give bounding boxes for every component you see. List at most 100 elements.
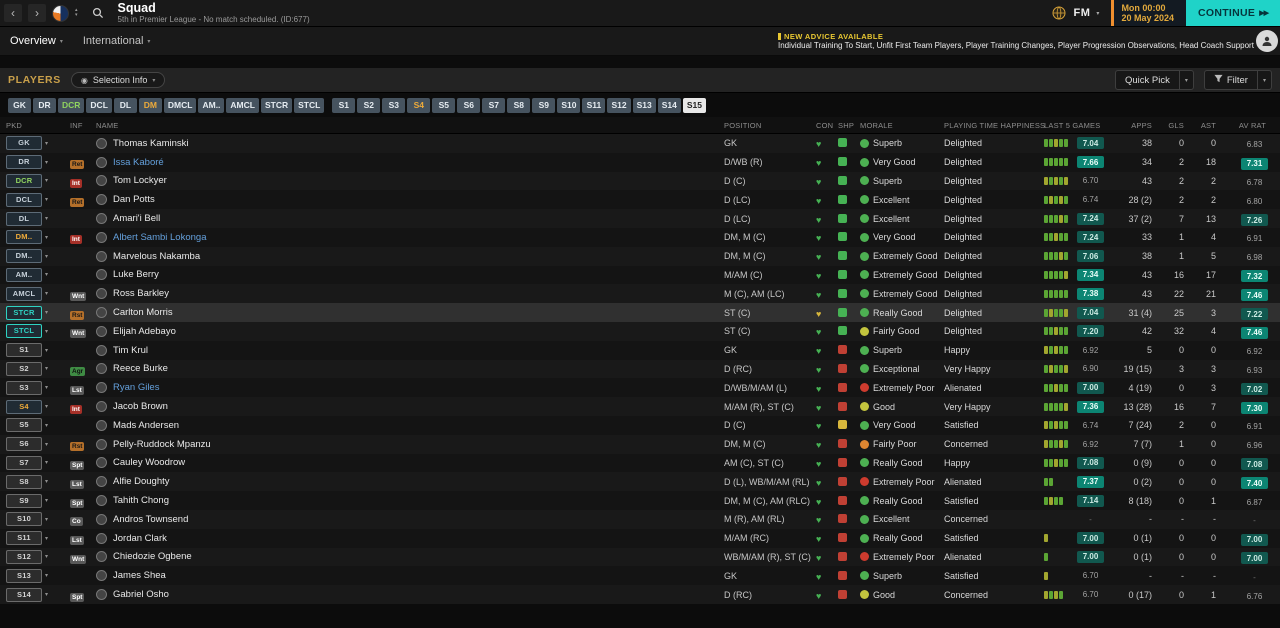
table-row[interactable]: S9 ▾ Spt Tahith Chong DM, M (C), AM (RLC) ♥ Re…	[0, 491, 1280, 510]
chevron-down-icon[interactable]: ▾	[45, 291, 49, 298]
advice-panel[interactable]: NEW ADVICE AVAILABLE Individual Training…	[778, 32, 1256, 50]
advisor-icon[interactable]	[1256, 30, 1278, 52]
tab-international[interactable]: International ▾	[73, 27, 161, 55]
column-header-shp[interactable]: SHP	[838, 120, 855, 130]
player-name[interactable]: Jordan Clark	[113, 532, 167, 544]
picked-position-badge[interactable]: AM..	[6, 267, 42, 282]
picked-position-badge[interactable]: DR	[6, 155, 42, 170]
chevron-down-icon[interactable]: ▾	[45, 216, 49, 223]
position-tab-s7[interactable]: S7	[482, 97, 506, 113]
picked-position-badge[interactable]: S5	[6, 418, 42, 433]
filter-button[interactable]: Filter ▾	[1203, 70, 1272, 90]
player-name[interactable]: Alfie Doughty	[113, 476, 170, 488]
chevron-down-icon[interactable]: ▾	[45, 498, 49, 505]
player-name[interactable]: Albert Sambi Lokonga	[113, 231, 207, 243]
player-name[interactable]: Carlton Morris	[113, 307, 173, 319]
position-tab-dcr[interactable]: DCR	[58, 97, 85, 113]
column-header-av-rat[interactable]: AV RAT	[1238, 120, 1266, 130]
chevron-down-icon[interactable]: ▾	[45, 385, 49, 392]
chevron-down-icon[interactable]: ▾	[45, 460, 49, 467]
position-tab-s10[interactable]: S10	[557, 97, 581, 113]
player-name[interactable]: Amari'i Bell	[113, 213, 161, 225]
picked-position-badge[interactable]: S4	[6, 399, 42, 414]
search-icon[interactable]	[92, 7, 104, 19]
chevron-down-icon[interactable]: ▾	[45, 479, 49, 486]
picked-position-badge[interactable]: DCL	[6, 192, 42, 207]
column-header-playing-time-happiness[interactable]: PLAYING TIME HAPPINESS	[944, 120, 1046, 130]
position-tab-s3[interactable]: S3	[382, 97, 406, 113]
position-tab-dl[interactable]: DL	[113, 97, 137, 113]
chevron-down-icon[interactable]: ▾	[45, 178, 49, 185]
column-header-con[interactable]: CON	[816, 120, 834, 130]
position-tab-dmcl[interactable]: DMCL	[163, 97, 197, 113]
table-row[interactable]: S10 ▾ Co Andros Townsend M (R), AM (RL) ♥ Exce…	[0, 509, 1280, 529]
player-name[interactable]: Thomas Kaminski	[113, 137, 189, 149]
column-header-ast[interactable]: AST	[1200, 120, 1216, 130]
chevron-down-icon[interactable]: ▾	[45, 516, 49, 523]
picked-position-badge[interactable]: S11	[6, 531, 42, 546]
chevron-down-icon[interactable]: ▾	[45, 422, 49, 429]
chevron-down-icon[interactable]: ▾	[45, 441, 49, 448]
picked-position-badge[interactable]: S13	[6, 568, 42, 583]
picked-position-badge[interactable]: DL	[6, 211, 42, 226]
position-tab-s9[interactable]: S9	[532, 97, 556, 113]
table-row[interactable]: S1 ▾ Tim Krul GK ♥ Superb Happy 6.92 5 0 0 6.92	[0, 340, 1280, 360]
column-header-position[interactable]: POSITION	[724, 120, 762, 130]
position-tab-s8[interactable]: S8	[507, 97, 531, 113]
column-header-pkd[interactable]: PKD	[6, 120, 23, 130]
player-name[interactable]: Mads Andersen	[113, 419, 180, 431]
player-name[interactable]: Tim Krul	[113, 344, 149, 356]
position-tab-s5[interactable]: S5	[432, 97, 456, 113]
player-name[interactable]: Dan Potts	[113, 194, 155, 206]
world-icon[interactable]	[1052, 0, 1066, 26]
club-crest-icon[interactable]	[52, 4, 69, 22]
table-row[interactable]: DCR ▾ Int Tom Lockyer D (C) ♥ Superb Delighted 6…	[0, 171, 1280, 191]
club-switcher-chevrons-icon[interactable]: ▴ ▾	[75, 7, 78, 18]
table-row[interactable]: S12 ▾ Wnt Chiedozie Ogbene WB/M/AM (R), ST (…	[0, 547, 1280, 567]
chevron-down-icon[interactable]: ▾	[45, 535, 49, 542]
column-header-inf[interactable]: INF	[70, 120, 83, 130]
player-name[interactable]: James Shea	[113, 570, 166, 582]
selection-info-dropdown[interactable]: ◉ Selection Info ▾	[70, 72, 166, 88]
chevron-down-icon[interactable]: ▾	[45, 554, 49, 561]
position-tab-dr[interactable]: DR	[33, 97, 56, 113]
player-name[interactable]: Reece Burke	[113, 363, 168, 375]
player-name[interactable]: Pelly-Ruddock Mpanzu	[113, 438, 211, 450]
position-tab-s4[interactable]: S4	[407, 97, 431, 113]
chevron-down-icon[interactable]: ▾	[45, 197, 49, 204]
picked-position-badge[interactable]: S10	[6, 512, 42, 527]
table-row[interactable]: DCL ▾ Ret Dan Potts D (LC) ♥ Excellent Delighte…	[0, 190, 1280, 210]
filter-dropdown-chevron-icon[interactable]: ▾	[1256, 71, 1271, 89]
position-tab-stcr[interactable]: STCR	[260, 97, 293, 113]
position-tab-s2[interactable]: S2	[357, 97, 381, 113]
table-row[interactable]: S3 ▾ Lst Ryan Giles D/WB/M/AM (L) ♥ Extremely …	[0, 378, 1280, 398]
picked-position-badge[interactable]: DCR	[6, 173, 42, 188]
position-tab-s12[interactable]: S12	[607, 97, 631, 113]
column-header-apps[interactable]: APPS	[1131, 120, 1152, 130]
chevron-down-icon[interactable]: ▾	[45, 140, 49, 147]
column-header-gls[interactable]: GLS	[1168, 120, 1184, 130]
quick-pick-button[interactable]: Quick Pick ▾	[1114, 70, 1194, 90]
position-tab-dm[interactable]: DM	[138, 97, 162, 113]
player-name[interactable]: Luke Berry	[113, 269, 159, 281]
table-row[interactable]: S8 ▾ Lst Alfie Doughty D (L), WB/M/AM (RL) ♥ E…	[0, 472, 1280, 492]
picked-position-badge[interactable]: S9	[6, 493, 42, 508]
column-header-morale[interactable]: MORALE	[860, 120, 893, 130]
chevron-down-icon[interactable]: ▾	[45, 328, 49, 335]
picked-position-badge[interactable]: GK	[6, 136, 42, 151]
position-tab-amcl[interactable]: AMCL	[226, 97, 259, 113]
player-name[interactable]: Gabriel Osho	[113, 589, 169, 601]
continue-button[interactable]: CONTINUE ▶▶	[1185, 0, 1280, 26]
player-name[interactable]: Ross Barkley	[113, 288, 169, 300]
table-row[interactable]: GK ▾ Thomas Kaminski GK ♥ Superb Delighted 7.04…	[0, 134, 1280, 153]
picked-position-badge[interactable]: S2	[6, 361, 42, 376]
position-tab-dcl[interactable]: DCL	[86, 97, 112, 113]
picked-position-badge[interactable]: AMCL	[6, 286, 42, 301]
table-row[interactable]: S5 ▾ Mads Andersen D (C) ♥ Very Good Satisfied…	[0, 415, 1280, 435]
picked-position-badge[interactable]: DM..	[6, 230, 42, 245]
player-name[interactable]: Chiedozie Ogbene	[113, 551, 192, 563]
player-name[interactable]: Elijah Adebayo	[113, 325, 176, 337]
table-row[interactable]: S4 ▾ Int Jacob Brown M/AM (R), ST (C) ♥ Good Ve…	[0, 397, 1280, 416]
player-name[interactable]: Tahith Chong	[113, 495, 169, 507]
table-row[interactable]: AM.. ▾ Luke Berry M/AM (C) ♥ Extremely Good De…	[0, 265, 1280, 285]
